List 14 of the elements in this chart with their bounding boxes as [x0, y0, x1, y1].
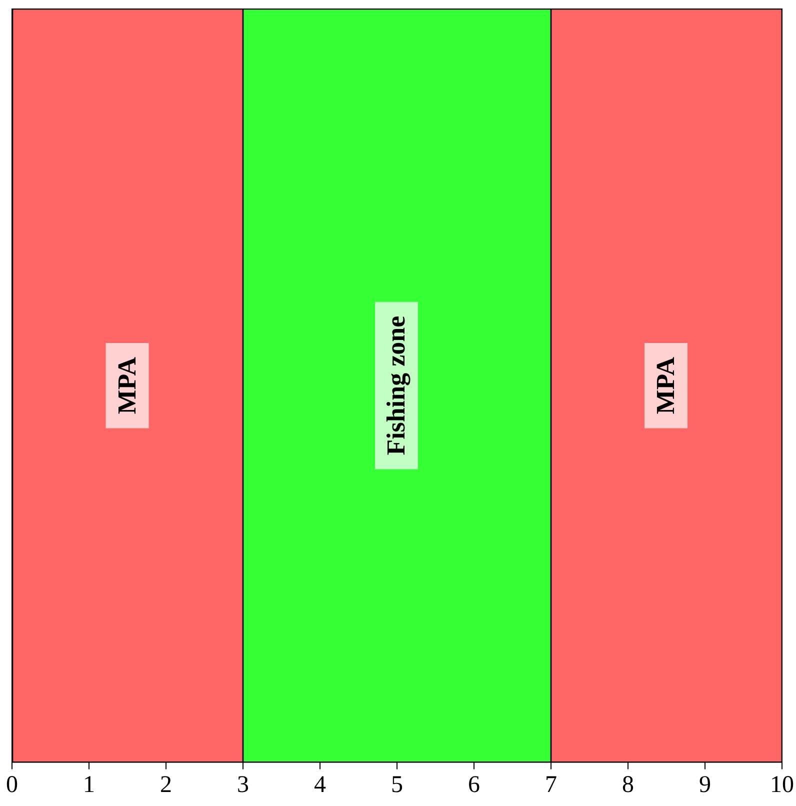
series-label: MPA	[651, 356, 680, 414]
series-label: Fishing zone	[382, 316, 411, 456]
series-label: MPA	[112, 356, 142, 414]
x-tick-label: 0	[6, 772, 18, 798]
x-tick-label: 8	[622, 772, 634, 798]
x-tick-label: 7	[545, 772, 557, 798]
x-tick-label: 6	[468, 772, 480, 798]
x-tick-label: 2	[160, 772, 172, 798]
x-tick-label: 4	[314, 772, 326, 798]
x-tick-label: 10	[770, 772, 794, 798]
x-tick-label: 3	[237, 772, 249, 798]
x-tick-label: 5	[391, 772, 403, 798]
x-tick-label: 1	[83, 772, 95, 798]
x-tick-label: 9	[699, 772, 711, 798]
